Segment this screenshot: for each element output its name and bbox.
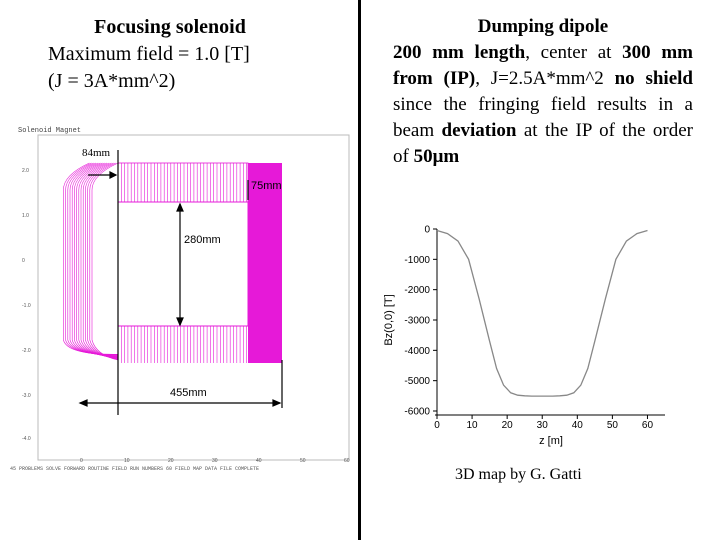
map-credit: 3D map by G. Gatti — [455, 466, 582, 483]
bz-x-tick-label: 50 — [607, 420, 619, 431]
solenoid-max-field: Maximum field = 1.0 [T] — [48, 43, 250, 65]
solenoid-x-tick: 30 — [212, 458, 218, 464]
solenoid-specs: Maximum field = 1.0 [T] (J = 3A*mm^2) — [48, 41, 250, 95]
bz-x-tick-label: 10 — [467, 420, 479, 431]
solenoid-x-tick: 60 — [344, 458, 350, 464]
field-line — [89, 162, 119, 360]
solenoid-x-tick: 20 — [168, 458, 174, 464]
solenoid-x-axis: 0 10 20 30 40 50 60 — [80, 458, 350, 464]
dim-455-arrowhead-right — [272, 399, 282, 407]
bz-x-tick-label: 30 — [537, 420, 549, 431]
bz-x-tick-label: 0 — [434, 420, 440, 431]
solenoid-y-tick: -3.0 — [22, 393, 31, 399]
bz-x-tick-label: 20 — [502, 420, 514, 431]
bz-y-tick-label: -6000 — [404, 407, 430, 418]
solenoid-y-tick: -2.0 — [22, 348, 31, 354]
solenoid-x-tick: 40 — [256, 458, 262, 464]
field-line — [69, 162, 119, 356]
solenoid-y-tick: 0 — [22, 258, 25, 264]
dim-280-label: 280mm — [184, 234, 221, 246]
dim-455-label: 455mm — [170, 387, 207, 399]
solenoid-coil-right — [248, 163, 282, 363]
solenoid-plot-frame — [37, 134, 350, 461]
bz-x-tick-label: 60 — [642, 420, 654, 431]
field-line — [63, 162, 119, 355]
dim-75-label: 75mm — [251, 180, 282, 192]
dipole-description: Dumping dipole 200 mm length, center at … — [393, 16, 694, 167]
dipole-deviation-value: 50μm — [413, 146, 460, 167]
solenoid-x-tick: 50 — [300, 458, 306, 464]
bz-y-label: Bz(0,0) [T] — [383, 294, 395, 345]
dim-280-arrowhead-top — [176, 202, 184, 212]
dim-280-arrowhead-bottom — [176, 317, 184, 327]
bz-chart: 0 -1000 -2000 -3000 -4000 -5000 -6000 0 10 20 30 40… — [383, 225, 665, 447]
dim-84-label: 84mm — [82, 147, 111, 159]
solenoid-footer: 45 PROBLEMS SOLVE FORWARD ROUTINE FIELD … — [10, 466, 260, 472]
dim-455-arrowhead-left — [78, 399, 88, 407]
field-line — [76, 162, 119, 358]
field-line — [85, 162, 119, 359]
field-line — [80, 162, 119, 359]
dipole-no-shield: no shield — [614, 68, 693, 89]
bz-y-tick-label: -5000 — [404, 376, 430, 387]
field-line — [78, 162, 119, 358]
dipole-length: 200 mm length — [393, 42, 526, 63]
field-line — [91, 162, 119, 361]
solenoid-y-tick: 1.0 — [22, 213, 29, 219]
bz-y-tick-label: 0 — [424, 225, 430, 236]
dipole-center: 300 mm from (IP) — [393, 42, 694, 89]
bz-y-tick-label: -3000 — [404, 316, 430, 327]
bz-x-tick-label: 40 — [572, 420, 584, 431]
field-line — [67, 162, 119, 356]
solenoid-plot-header: Solenoid Magnet — [18, 127, 82, 135]
solenoid-y-tick: -1.0 — [22, 303, 31, 309]
bz-x-label: z [m] — [539, 435, 563, 447]
dim-84-arrowhead — [109, 171, 118, 179]
bz-y-tick-label: -2000 — [404, 285, 430, 296]
solenoid-x-tick: 0 — [80, 458, 83, 464]
solenoid-y-tick: -4.0 — [22, 436, 31, 442]
field-line — [82, 162, 119, 359]
solenoid-y-axis: 2.0 1.0 0 -1.0 -2.0 -3.0 -4.0 — [22, 168, 31, 442]
solenoid-y-tick: 2.0 — [22, 168, 29, 174]
bz-y-tick-label: -1000 — [404, 255, 430, 266]
solenoid-title: Focusing solenoid — [94, 16, 246, 38]
column-divider — [358, 0, 361, 540]
bz-series-line — [436, 229, 648, 397]
bz-y-tick-label: -4000 — [404, 346, 430, 357]
solenoid-current-density: (J = 3A*mm^2) — [48, 70, 176, 92]
solenoid-x-tick: 10 — [124, 458, 130, 464]
dipole-title: Dumping dipole — [477, 16, 609, 37]
solenoid-bore — [117, 201, 249, 327]
solenoid-figure: 2.0 1.0 0 -1.0 -2.0 -3.0 -4.0 0 10 20 30 40 50 60 84… — [22, 134, 350, 464]
